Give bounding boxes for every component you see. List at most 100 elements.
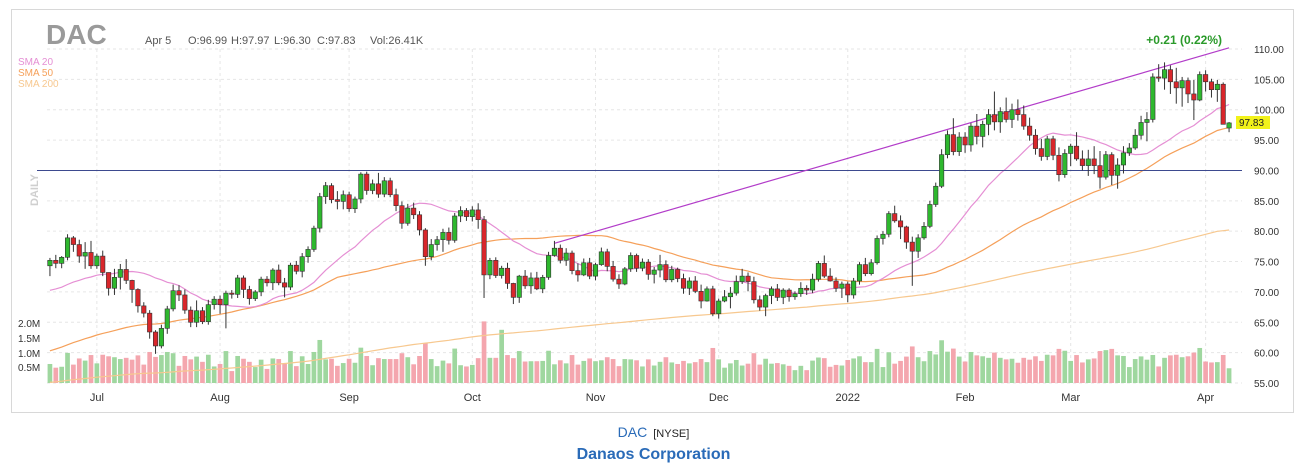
volume-bar — [288, 351, 293, 383]
candle-body — [287, 264, 293, 288]
candle-body — [65, 237, 71, 258]
candle-body — [927, 204, 933, 227]
y-tick-label: 70.00 — [1254, 288, 1279, 299]
candle-body — [903, 226, 909, 243]
quote-close: C:97.83 — [317, 35, 356, 47]
candle-body — [997, 111, 1003, 123]
volume-bar — [874, 348, 880, 383]
candle-body — [1021, 114, 1027, 127]
volume-bar — [821, 358, 827, 383]
volume-bar — [904, 356, 909, 383]
candle-body — [1062, 153, 1068, 176]
volume-bar — [1097, 351, 1103, 383]
volume-bar — [147, 351, 153, 383]
ticker-symbol: DAC — [46, 19, 107, 50]
candle-body — [194, 310, 200, 323]
candle-body — [364, 173, 370, 191]
volume-bar — [329, 358, 334, 383]
candle-body — [1173, 81, 1179, 89]
candle-body — [1044, 138, 1050, 157]
volume-bar — [557, 360, 563, 383]
candle-body — [346, 194, 352, 210]
legend-sma50: SMA 50 — [18, 68, 53, 79]
volume-bar — [1156, 366, 1162, 383]
volume-bar — [692, 362, 698, 383]
candle-body — [440, 232, 446, 240]
candle-body — [428, 244, 434, 257]
volume-bar — [346, 358, 352, 383]
candle-body — [745, 275, 751, 282]
volume-bar — [516, 351, 522, 383]
volume-bar — [364, 355, 370, 383]
y-tick-label: 55.00 — [1254, 379, 1279, 390]
volume-bar — [962, 361, 968, 383]
volume-bar — [399, 353, 405, 383]
volume-bar — [1173, 354, 1179, 383]
volume-bar — [112, 357, 117, 383]
candle-body — [798, 287, 804, 295]
volume-bar — [217, 363, 223, 383]
candle-body — [1126, 147, 1132, 154]
volume-bar — [387, 359, 393, 383]
gridlines — [47, 48, 1242, 384]
volume-bar — [1085, 359, 1091, 383]
legend-sma200: SMA 200 — [18, 79, 59, 90]
candle-body — [88, 252, 94, 267]
volume-bar — [376, 358, 381, 383]
candle-body — [727, 292, 733, 298]
candle-body — [1027, 125, 1033, 136]
y-tick-label: 110.00 — [1254, 45, 1284, 56]
volume-bar — [945, 351, 950, 383]
candle-body — [751, 281, 757, 301]
volume-bar — [65, 352, 70, 383]
volume-bar — [863, 362, 868, 383]
candle-body — [563, 252, 569, 261]
volume-bar — [745, 363, 751, 383]
volume-bar — [340, 363, 346, 383]
volume-bar — [88, 355, 94, 383]
candle-body — [645, 261, 651, 275]
volume-bar — [129, 359, 135, 383]
volume-bar — [968, 351, 974, 383]
volume-bar — [575, 364, 581, 383]
volume-bar — [669, 362, 675, 383]
candle-body — [722, 296, 728, 302]
ticker-link[interactable]: DAC — [617, 424, 648, 440]
candle-body — [651, 269, 657, 275]
volume-bar — [1062, 350, 1068, 383]
volume-bar — [1220, 355, 1226, 383]
candle-body — [1120, 152, 1127, 166]
volume-bar — [1197, 347, 1203, 383]
candle-body — [493, 260, 499, 276]
volume-bar — [94, 363, 100, 383]
x-tick-label: Nov — [586, 392, 606, 404]
volume-bar — [464, 366, 469, 383]
volume-bar — [739, 365, 745, 383]
y-tick-label: 65.00 — [1254, 318, 1279, 329]
y-tick-label: 75.00 — [1254, 258, 1279, 269]
candle-body — [1191, 93, 1197, 101]
candle-body — [1085, 158, 1091, 166]
candle-body — [147, 312, 153, 333]
candle-body — [739, 275, 745, 282]
stock-chart: 110.00 105.00 100.00 95.00 90.00 85.00 80.00 75… — [18, 19, 1285, 404]
candle-body — [663, 264, 669, 281]
volume-bar — [1209, 362, 1214, 383]
volume-bar — [728, 363, 733, 383]
candle-body — [82, 252, 88, 257]
company-name[interactable]: Danaos Corporation — [576, 446, 731, 463]
candle-body — [1156, 76, 1162, 79]
volume-bar — [1144, 359, 1150, 383]
candle-body — [569, 252, 575, 271]
candle-body — [880, 233, 886, 239]
candle-body — [399, 205, 405, 224]
volume-tick-label: 1.5M — [18, 334, 40, 345]
volume-bar — [763, 358, 768, 383]
x-tick-label: Aug — [210, 392, 230, 404]
candle-body — [833, 280, 839, 289]
candle-body — [1144, 119, 1150, 123]
volume-bar — [604, 357, 610, 383]
candle-body — [475, 209, 481, 220]
volume-bar — [317, 339, 323, 383]
candle-body — [839, 283, 845, 289]
